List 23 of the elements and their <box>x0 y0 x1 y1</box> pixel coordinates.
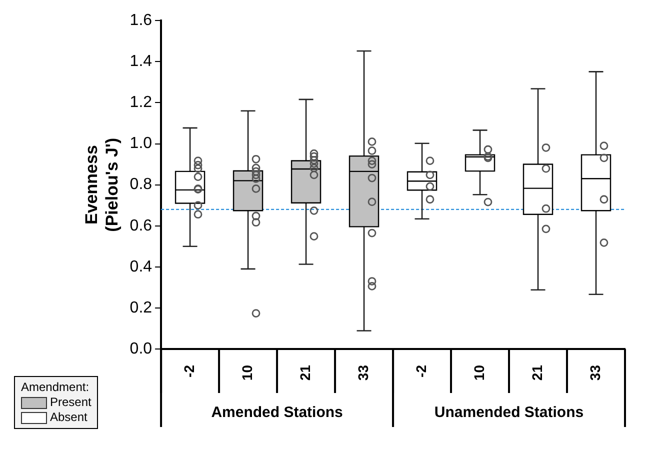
y-tick-label: 0.8 <box>130 176 152 194</box>
x-tick-label: 10 <box>238 364 255 381</box>
x-tick-label: 33 <box>354 364 371 381</box>
text: Unamended Stations <box>434 404 584 422</box>
y-tick-label: 0.0 <box>130 340 152 358</box>
x-tick-label: -2 <box>412 364 429 378</box>
y-tick-label: 1.6 <box>130 12 152 30</box>
legend-label: Present <box>50 395 92 410</box>
x-tick-label: 21 <box>296 364 313 381</box>
y-tick-label: 1.4 <box>130 53 152 70</box>
text: Amended Stations <box>211 404 343 422</box>
x-tick-label: 21 <box>528 364 545 381</box>
y-tick-label: 1.2 <box>130 94 152 112</box>
y-tick-label: 1.0 <box>130 135 152 152</box>
y-tick-label: 0.6 <box>130 217 152 234</box>
y-tick-label: 0.2 <box>130 299 152 316</box>
legend-title: Amendment: <box>21 380 90 395</box>
legend-label: Absent <box>50 410 88 425</box>
x-tick-label: -2 <box>180 364 197 378</box>
y-axis-title: Evenness (Pielou's J') <box>82 138 122 232</box>
x-tick-label: 33 <box>586 364 603 381</box>
x-tick-label: 10 <box>470 364 487 381</box>
y-tick-label: 0.4 <box>130 258 152 276</box>
